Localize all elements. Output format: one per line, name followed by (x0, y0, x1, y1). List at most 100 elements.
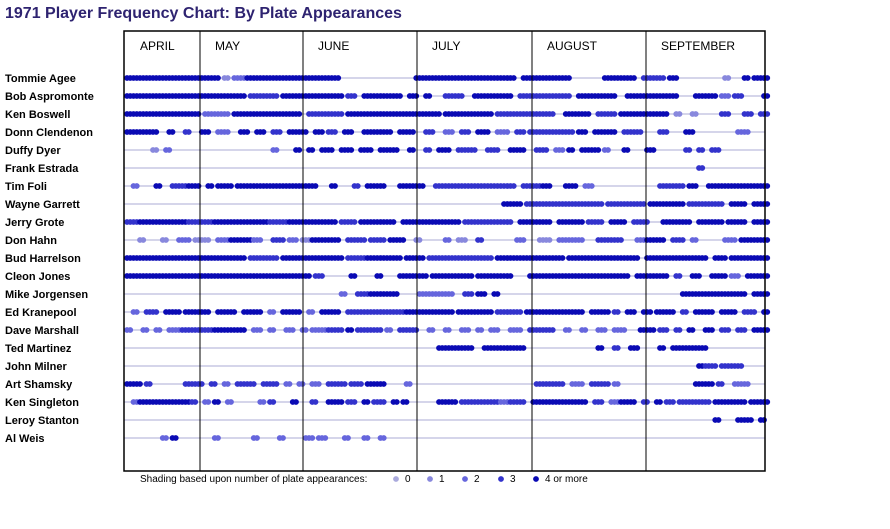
game-dot (715, 147, 722, 153)
game-dot (195, 183, 202, 189)
game-dot (494, 147, 501, 153)
game-dot (156, 327, 163, 333)
game-dot (764, 93, 771, 99)
game-dot (335, 237, 342, 243)
game-dot (709, 309, 715, 315)
game-dot (335, 75, 342, 81)
game-dot (663, 111, 670, 117)
game-dot (338, 255, 345, 261)
game-dot (579, 219, 585, 225)
game-dot (764, 201, 771, 207)
game-dot (341, 291, 348, 297)
game-dot (481, 291, 488, 297)
game-dot (397, 93, 403, 99)
game-dot (205, 309, 212, 315)
player-label: Ken Singleton (5, 397, 79, 409)
game-dot (647, 309, 654, 315)
legend-dot (498, 476, 504, 482)
game-dot (598, 399, 605, 405)
game-dot (163, 237, 169, 243)
game-dot (718, 381, 725, 387)
game-dot (338, 327, 345, 333)
game-dot (335, 309, 342, 315)
game-dot (738, 93, 745, 99)
game-dot (761, 417, 767, 423)
game-dot (224, 75, 231, 81)
game-dot (137, 381, 143, 387)
game-dot (462, 237, 468, 243)
game-dot (393, 147, 400, 153)
game-dot (260, 399, 267, 405)
game-dot (380, 399, 387, 405)
game-dot (280, 237, 286, 243)
game-dot (585, 111, 592, 117)
game-dot (309, 435, 316, 441)
game-dot (348, 129, 355, 135)
game-dot (579, 237, 585, 243)
game-dot (465, 327, 472, 333)
game-dot (293, 399, 299, 405)
game-dot (215, 435, 221, 441)
game-dot (748, 111, 754, 117)
game-dot (302, 327, 309, 333)
game-dot (345, 435, 351, 441)
game-dot (436, 111, 442, 117)
legend-label: 4 or more (545, 474, 588, 485)
player-label: Ed Kranepool (5, 307, 77, 319)
game-dot (293, 237, 299, 243)
game-dot (679, 183, 686, 189)
game-dot (722, 255, 728, 261)
game-dot (319, 129, 325, 135)
game-dot (273, 381, 280, 387)
game-dot (631, 309, 637, 315)
game-dot (764, 291, 771, 297)
game-dot (338, 93, 345, 99)
game-dot (351, 93, 358, 99)
game-dot (361, 237, 368, 243)
game-dot (488, 255, 494, 261)
game-dot (403, 399, 410, 405)
game-dot (699, 147, 706, 153)
game-dot (449, 309, 455, 315)
game-dot (146, 381, 153, 387)
game-dot (133, 309, 140, 315)
game-dot (354, 183, 361, 189)
game-dot (270, 399, 277, 405)
game-dot (660, 345, 667, 351)
game-dot (595, 147, 602, 153)
game-dot (429, 327, 436, 333)
month-label: JUNE (318, 39, 349, 53)
game-dot (241, 327, 247, 333)
game-dot (419, 183, 426, 189)
game-dot (127, 327, 134, 333)
game-dot (744, 75, 751, 81)
game-dot (618, 237, 624, 243)
game-dot (273, 255, 280, 261)
game-dot (764, 111, 771, 117)
game-dot (387, 129, 394, 135)
game-dot (644, 219, 650, 225)
game-dot (406, 381, 413, 387)
game-dot (380, 237, 387, 243)
game-dot (650, 147, 657, 153)
game-dot (280, 435, 286, 441)
month-label: APRIL (140, 39, 175, 53)
game-dot (452, 399, 459, 405)
player-label: Ted Martinez (5, 343, 72, 355)
game-dot (364, 435, 371, 441)
game-dot (341, 381, 348, 387)
game-dot (302, 129, 309, 135)
game-dot (520, 399, 527, 405)
game-dot (744, 129, 751, 135)
game-dot (215, 399, 221, 405)
game-dot (579, 309, 585, 315)
game-dot (764, 237, 771, 243)
game-dot (257, 237, 264, 243)
legend-label: 2 (474, 474, 480, 485)
game-dot (270, 309, 277, 315)
game-dot (686, 147, 693, 153)
game-dot (367, 147, 374, 153)
player-label: Al Weis (5, 433, 45, 445)
game-dot (488, 309, 494, 315)
game-dot (546, 237, 553, 243)
